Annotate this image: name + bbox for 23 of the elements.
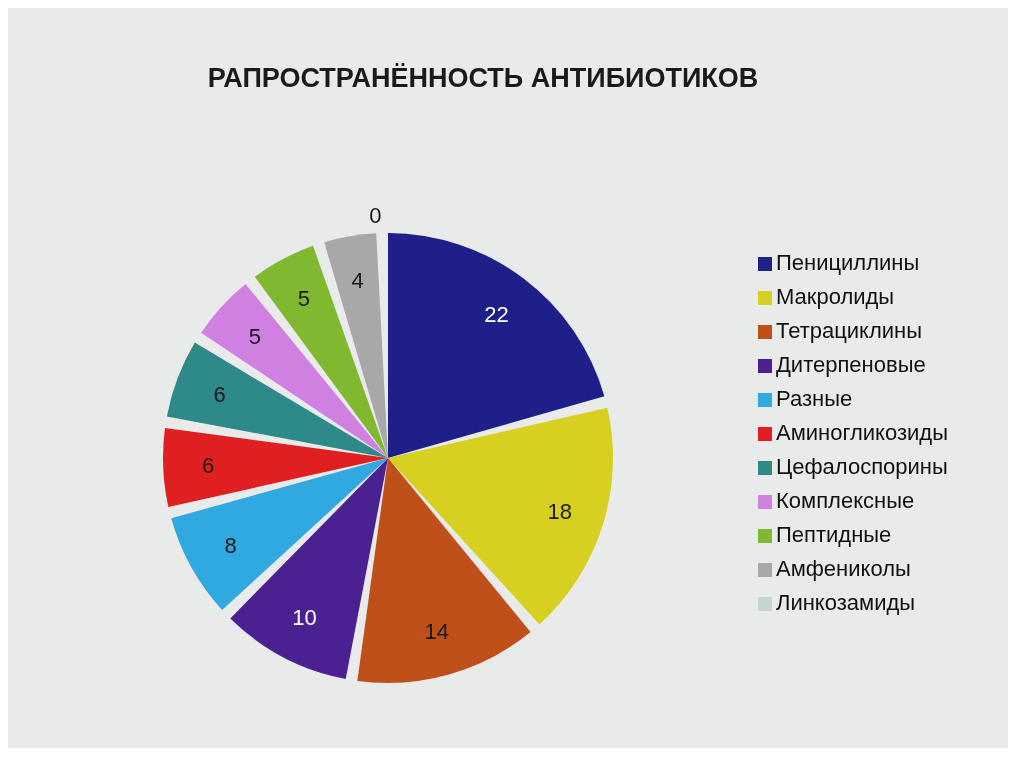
data-label: 4 xyxy=(351,268,364,294)
legend-label: Макролиды xyxy=(775,284,895,309)
legend-label: Линкозамиды xyxy=(775,590,916,615)
data-label: 10 xyxy=(292,604,317,630)
data-label: 6 xyxy=(202,453,215,479)
legend-label: Цефалоспорины xyxy=(775,454,948,479)
legend-label: Комплексные xyxy=(775,488,915,513)
legend-label: Пептидные xyxy=(775,522,892,547)
legend-label: Аминогликозиды xyxy=(775,420,948,445)
data-label: 8 xyxy=(224,532,237,558)
data-label: 22 xyxy=(484,301,509,327)
data-label: 5 xyxy=(297,286,310,312)
chart-title: РАПРОСТРАНЁННОСТЬ АНТИБИОТИКОВ xyxy=(206,62,760,95)
legend-label: Дитерпеновые xyxy=(775,352,926,377)
text: 0 xyxy=(369,202,382,228)
data-label: 18 xyxy=(547,499,573,525)
legend-label: Разные xyxy=(775,386,853,411)
data-label: 5 xyxy=(248,324,261,350)
legend-label: Амфениколы xyxy=(775,556,911,581)
legend-label: Пенициллины xyxy=(775,250,920,275)
legend-label: Тетрациклины xyxy=(775,318,923,343)
data-label: 14 xyxy=(424,618,450,644)
data-label: 6 xyxy=(213,381,226,407)
